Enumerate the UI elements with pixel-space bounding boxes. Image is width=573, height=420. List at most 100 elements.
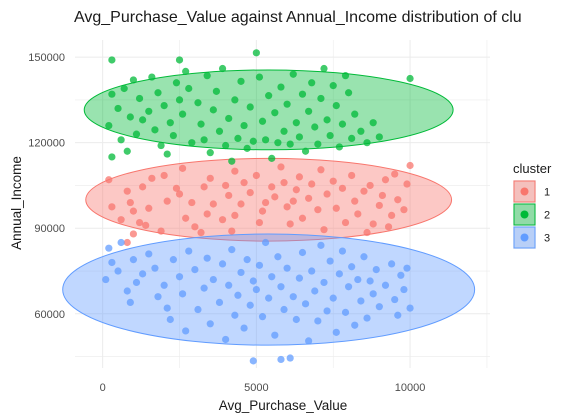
cluster-1-point: [182, 214, 190, 222]
cluster-2-point: [268, 154, 276, 162]
cluster-1-point: [228, 227, 236, 235]
cluster-3-point: [178, 290, 187, 298]
cluster-1-point: [298, 214, 307, 222]
cluster-1-point: [123, 187, 131, 195]
cluster-2-point: [369, 119, 377, 127]
cluster-3-point: [246, 301, 254, 309]
cluster-1-point: [197, 228, 205, 237]
legend-label-1: 1: [544, 187, 550, 199]
cluster-3-point: [249, 277, 257, 285]
cluster-2-point: [166, 119, 174, 127]
cluster-3-point: [231, 311, 239, 319]
cluster-2-point: [246, 103, 254, 111]
cluster-1-point: [268, 183, 276, 191]
cluster-3-point: [326, 257, 334, 265]
cluster-1-point: [163, 197, 171, 205]
cluster-2-point: [274, 139, 282, 147]
cluster-3-point: [114, 267, 122, 275]
cluster-1-point: [246, 188, 254, 197]
cluster-3-point: [258, 313, 267, 321]
cluster-1-point: [317, 166, 325, 174]
x-tick-label: 10000: [395, 382, 426, 394]
cluster-3-point: [351, 321, 359, 329]
cluster-2-point: [305, 107, 313, 115]
cluster-2-point: [178, 110, 187, 118]
cluster-2-point: [185, 84, 193, 93]
cluster-2-point: [200, 136, 208, 144]
cluster-1-point: [400, 206, 408, 214]
cluster-3-point: [163, 304, 171, 312]
y-tick-label: 60000: [34, 309, 65, 321]
cluster-2-point: [126, 113, 134, 121]
cluster-2-point: [311, 123, 319, 131]
cluster-1-point: [172, 184, 181, 192]
cluster-3-point: [139, 270, 147, 278]
cluster-3-point: [406, 304, 414, 312]
cluster-3-point: [151, 264, 159, 272]
cluster-2-point: [280, 127, 288, 135]
cluster-3-point: [348, 263, 356, 271]
cluster-2-point: [157, 141, 165, 150]
y-axis-title: Annual_Income: [9, 156, 24, 250]
cluster-2-point: [145, 107, 153, 115]
cluster-2-point: [255, 73, 264, 81]
cluster-2-point: [139, 116, 147, 124]
cluster-3-point: [209, 275, 217, 284]
cluster-2-point: [108, 90, 116, 98]
cluster-2-point: [237, 77, 245, 85]
cluster-3-point: [145, 250, 153, 258]
cluster-2-point: [231, 96, 239, 104]
cluster-3-point: [292, 315, 300, 324]
chart-title: Avg_Purchase_Value against Annual_Income…: [74, 9, 522, 26]
cluster-1-point: [225, 191, 233, 200]
cluster-2-point: [363, 139, 371, 147]
cluster-2-point: [120, 84, 128, 93]
cluster-1-point: [369, 220, 377, 228]
cluster-1-point: [280, 179, 288, 187]
cluster-1-point: [381, 176, 390, 184]
cluster-3-point: [255, 261, 264, 269]
cluster-2-point: [406, 74, 414, 83]
cluster-2-point: [326, 131, 334, 140]
cluster-2-point: [323, 116, 331, 124]
cluster-2-point: [348, 134, 356, 142]
cluster-3-point: [320, 278, 328, 287]
cluster-3-point: [175, 273, 184, 281]
cluster-1-point: [363, 228, 371, 237]
cluster-2-ellipse: [83, 69, 454, 151]
legend-label-3: 3: [544, 233, 550, 245]
cluster-2-point: [215, 127, 224, 135]
cluster-2-point: [194, 99, 202, 107]
cluster-3-point: [277, 283, 285, 291]
cluster-1-point: [209, 200, 217, 208]
cluster-1-point: [218, 216, 227, 224]
cluster-3-point: [166, 315, 174, 324]
cluster-2-point: [225, 114, 233, 123]
cluster-3-point: [261, 238, 270, 247]
cluster-3-point: [283, 264, 291, 272]
cluster-1-point: [222, 181, 230, 190]
cluster-2-point: [160, 102, 168, 110]
cluster-2-point: [351, 110, 359, 118]
cluster-1-point: [308, 180, 316, 188]
cluster-2-point: [277, 83, 285, 91]
cluster-3-point: [117, 238, 125, 247]
cluster-1-point: [341, 218, 350, 227]
cluster-2-point: [169, 131, 177, 140]
cluster-3-ellipse: [62, 233, 476, 346]
cluster-1-point: [142, 221, 150, 229]
cluster-3-point: [274, 253, 282, 261]
cluster-1-point: [384, 223, 393, 231]
cluster-3-point: [400, 285, 408, 294]
cluster-1-point: [237, 200, 245, 208]
cluster-2-point: [182, 67, 190, 75]
cluster-3-point: [314, 317, 322, 325]
cluster-3-point: [388, 260, 396, 268]
cluster-1-point: [200, 183, 208, 191]
cluster-3-point: [243, 256, 251, 264]
cluster-1-point: [320, 226, 328, 234]
legend-key-2-point: [520, 210, 529, 219]
cluster-2-point: [320, 64, 328, 73]
cluster-1-point: [108, 203, 116, 211]
